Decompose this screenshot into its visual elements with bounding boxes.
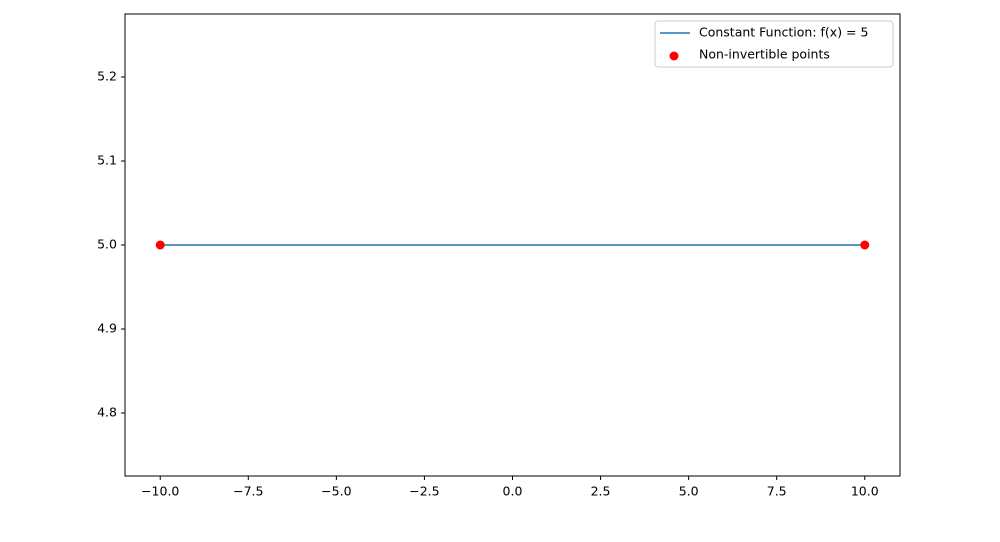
legend-marker: [669, 51, 679, 61]
scatter-point: [860, 240, 870, 250]
y-tick-label: 5.2: [97, 69, 117, 84]
x-tick-label: −7.5: [233, 484, 263, 499]
x-tick-label: 2.5: [591, 484, 611, 499]
scatter-point: [155, 240, 165, 250]
plot-frame: [124, 13, 901, 477]
x-tick-label: 0.0: [503, 484, 523, 499]
legend-box: [654, 20, 894, 68]
legend-label: Non-invertible points: [699, 47, 830, 62]
x-tick-label: −5.0: [321, 484, 351, 499]
legend-label: Constant Function: f(x) = 5: [699, 25, 868, 40]
legend: Constant Function: f(x) = 5 Non-invertibl…: [654, 20, 894, 68]
y-tick-label: 5.0: [97, 237, 117, 252]
y-tick-label: 4.8: [97, 405, 117, 420]
y-tick-label: 5.1: [97, 153, 117, 168]
x-tick-label: 5.0: [679, 484, 699, 499]
x-tick-label: 7.5: [767, 484, 787, 499]
x-tick-label: −2.5: [409, 484, 439, 499]
x-tick-label: −10.0: [141, 484, 179, 499]
x-tick-label: 10.0: [851, 484, 879, 499]
y-tick-label: 4.9: [97, 321, 117, 336]
